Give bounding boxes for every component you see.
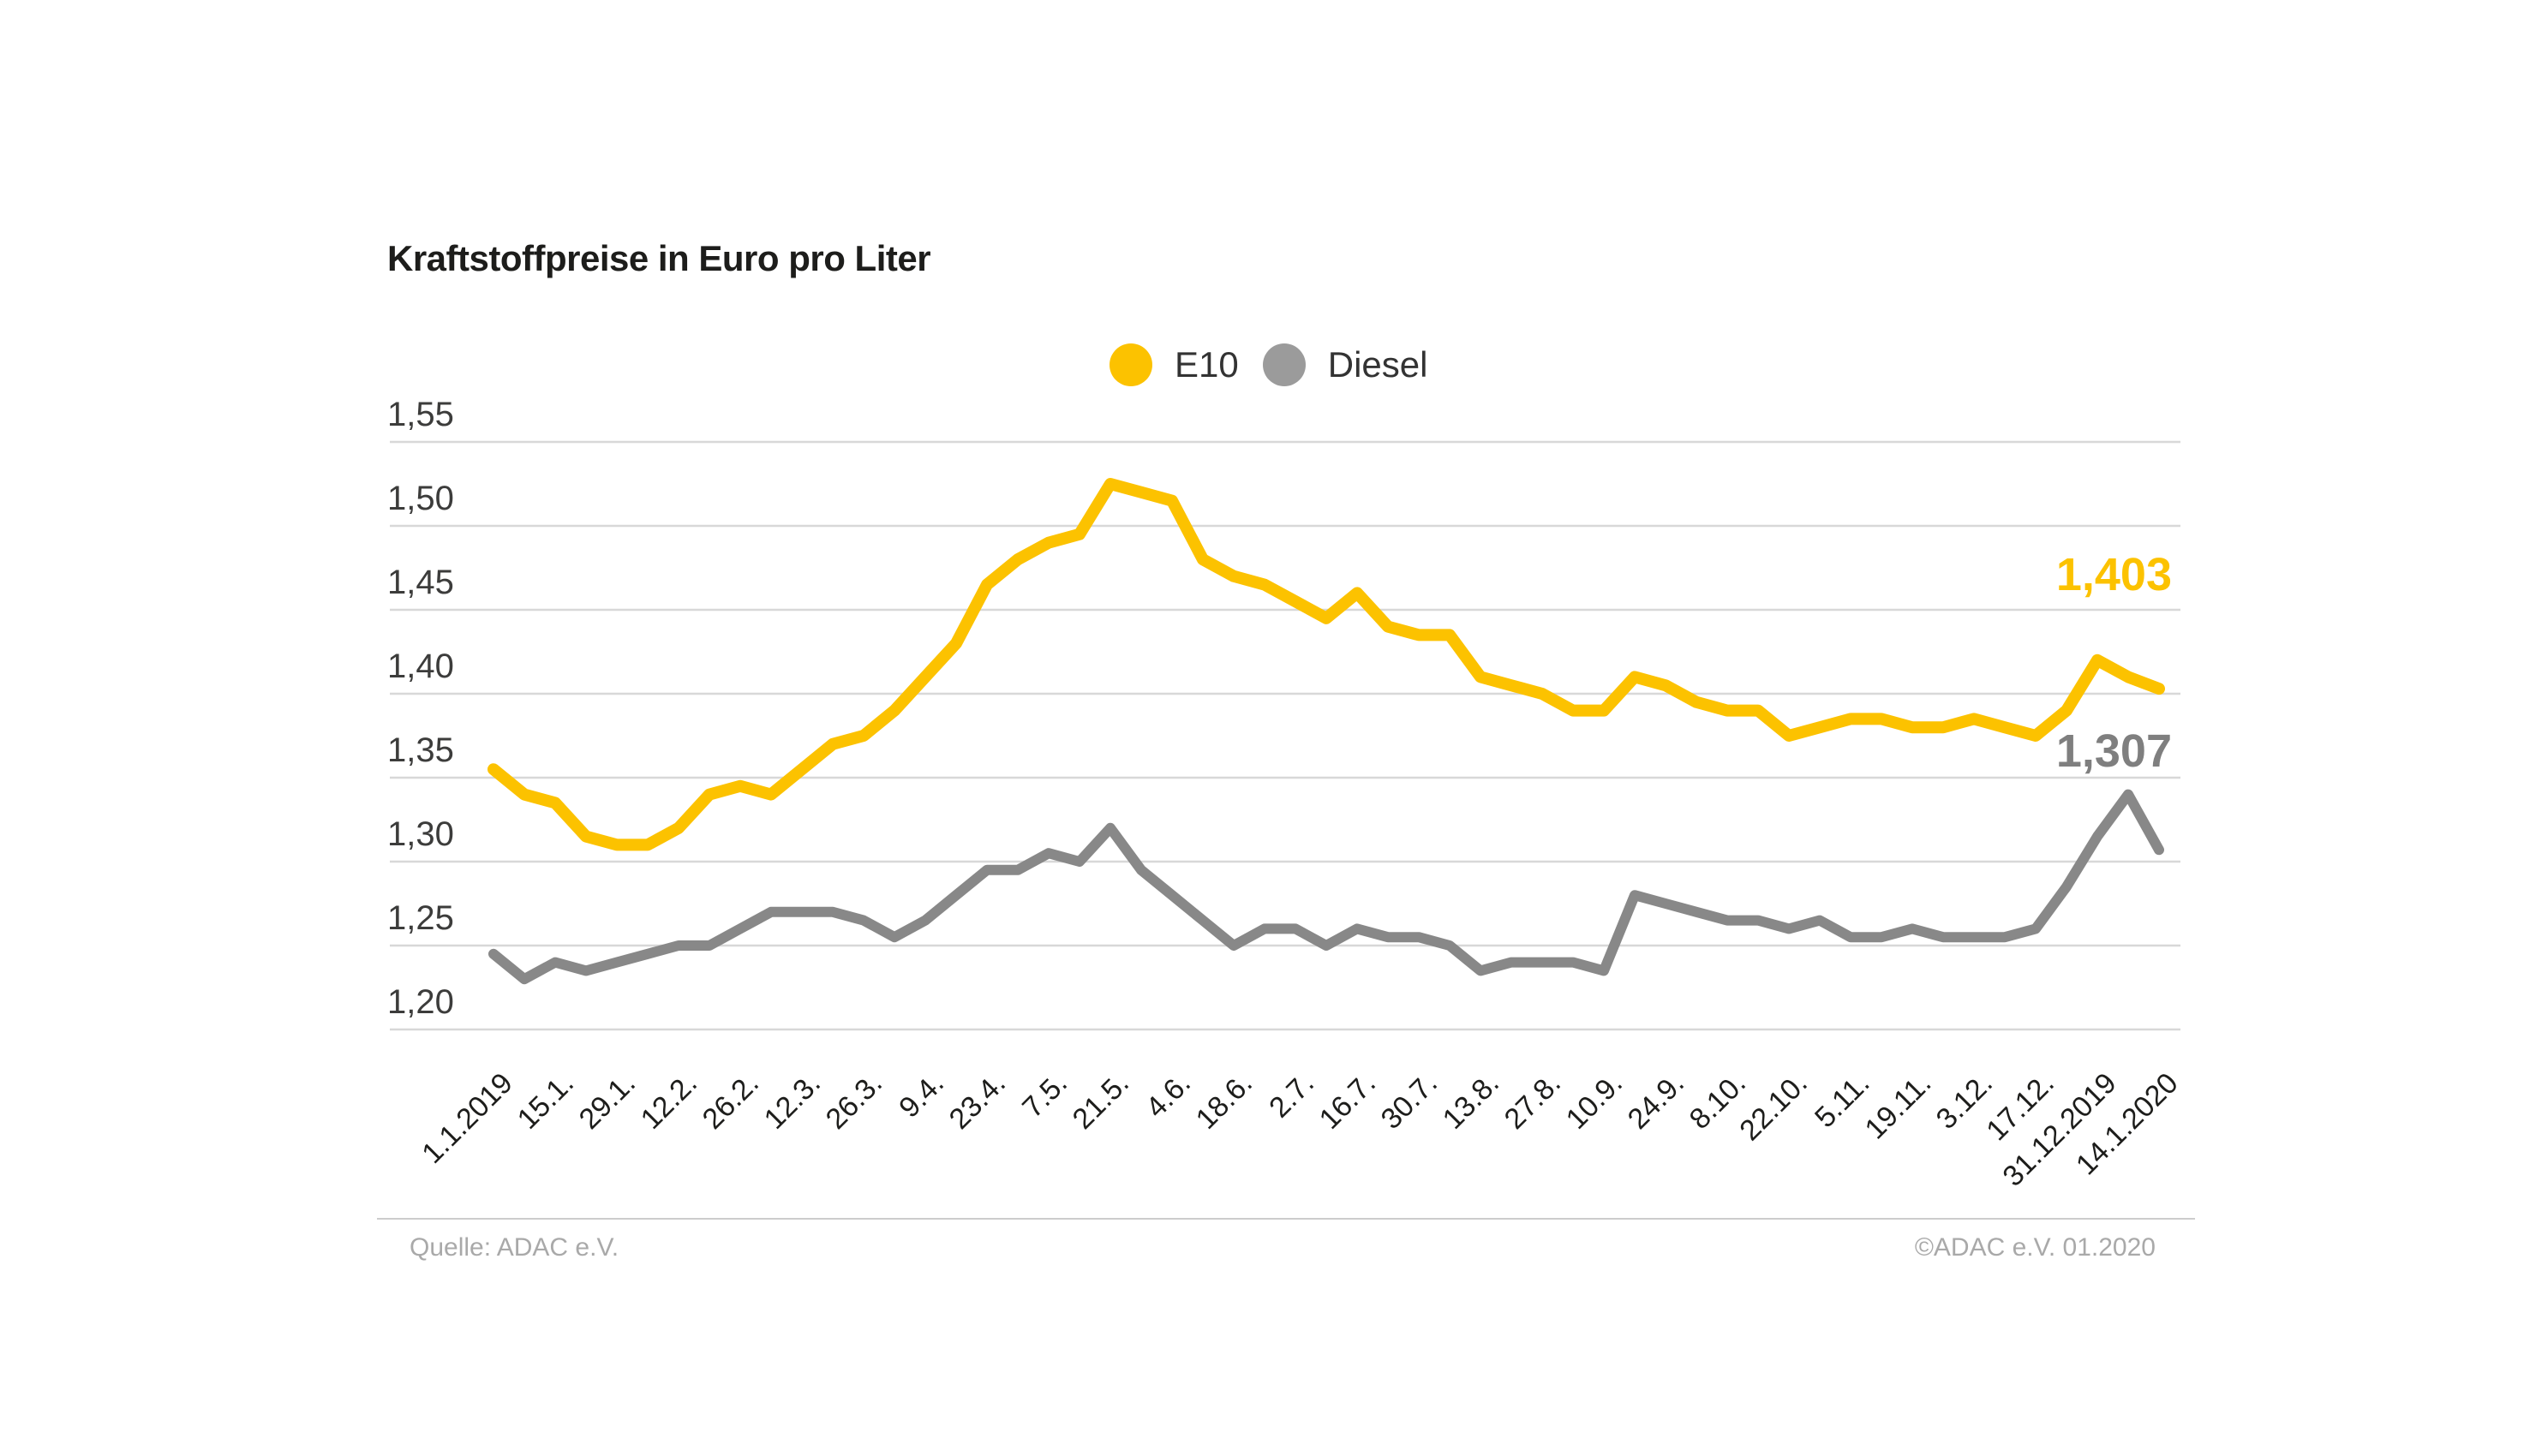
diesel-end-value-annotation: 1,307 (2055, 725, 2172, 777)
diesel-price-line (488, 789, 2164, 985)
source-credit: Quelle: ADAC e.V. (410, 1233, 619, 1262)
y-axis-tick-label: 1,30 (387, 815, 454, 853)
legend: E10 Diesel (1110, 341, 1427, 389)
chart-title: Kraftstoffpreise in Euro pro Liter (387, 238, 931, 278)
y-axis-tick-label: 1,40 (387, 647, 454, 685)
y-axis-tick-label: 1,25 (387, 899, 454, 937)
e10-price-line (487, 478, 2165, 851)
y-axis-tick-label: 1,55 (387, 396, 454, 433)
legend-label-diesel: Diesel (1327, 344, 1428, 385)
legend-item-e10: E10 (1110, 343, 1239, 386)
footer-divider (377, 1218, 2195, 1220)
y-axis-tick-label: 1,35 (387, 731, 454, 769)
legend-label-e10: E10 (1175, 344, 1239, 385)
y-axis-tick-label: 1,45 (387, 564, 454, 601)
y-axis-tick-label: 1,50 (387, 480, 454, 517)
y-axis-tick-label: 1,20 (387, 983, 454, 1021)
legend-item-diesel: Diesel (1262, 343, 1428, 386)
e10-end-value-annotation: 1,403 (2055, 549, 2172, 600)
e10-series-dot-icon (1110, 343, 1152, 386)
diesel-series-dot-icon (1262, 343, 1306, 386)
copyright-notice: ©ADAC e.V. 01.2020 (1914, 1233, 2156, 1262)
